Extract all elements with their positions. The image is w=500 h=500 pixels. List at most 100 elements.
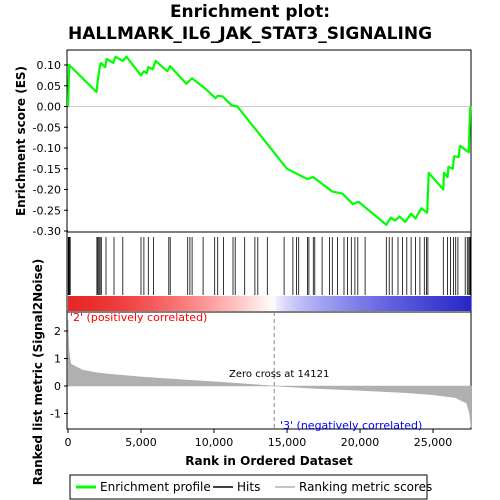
zero-cross-label: Zero cross at 14121 [229, 369, 329, 380]
rank-bar-segment [252, 296, 257, 311]
rank-bar-segment [202, 296, 207, 311]
rank-bar-segment [370, 296, 375, 311]
rank-bar-segment [151, 296, 156, 311]
rank-bar-segment [413, 296, 418, 311]
rank-bar-segment [262, 296, 267, 311]
rank-bar-segment [340, 296, 344, 311]
es-y-tick-label: 0.05 [37, 80, 62, 93]
rank-bar-segment [249, 296, 254, 311]
rank-bar-segment [309, 296, 314, 311]
rank-bar-segment [303, 296, 308, 311]
rank-bar-segment [400, 296, 405, 311]
x-tick-label: 15,000 [268, 436, 307, 449]
metric-y-tick-label: -1 [50, 408, 61, 421]
rank-bar-segment [373, 296, 378, 311]
rank-bar-segment [239, 296, 244, 311]
rank-bar-segment [350, 296, 355, 311]
rank-bar-segment [464, 296, 469, 311]
es-y-tick-label: -0.15 [33, 163, 61, 176]
metric-panel-frame [66, 311, 472, 430]
metric-y-axis-ticks: 2 1 0 -1 [50, 325, 68, 421]
rank-bar-segment [363, 296, 368, 311]
es-panel-frame [66, 49, 472, 233]
es-y-tick-label: -0.30 [33, 225, 61, 238]
rank-bar-segment [131, 296, 136, 311]
rank-bar-segment [68, 296, 72, 311]
rank-bar-segment [387, 296, 391, 311]
rank-bar-segment [353, 296, 358, 311]
rank-bar-segment [98, 296, 103, 311]
es-y-axis-ticks: 0.10 0.05 0.00 -0.05 -0.10 -0.15 -0.20 -0.25 -0.… [33, 59, 68, 238]
rank-bar-segment [192, 296, 197, 311]
es-y-tick-label: -0.25 [33, 204, 61, 217]
rank-bar-segment [390, 296, 395, 311]
rank-bar-segment [91, 296, 96, 311]
rank-bar-segment [279, 296, 284, 311]
rank-bar-segment [326, 296, 331, 311]
rank-bar-segment [403, 296, 408, 311]
es-y-tick-label: 0.10 [37, 59, 62, 72]
rank-bar-segment [121, 296, 126, 311]
rank-bar-segment [423, 296, 428, 311]
rank-bar-segment [329, 296, 334, 311]
rank-bar-segment [74, 296, 79, 311]
rank-bar-segment [235, 296, 240, 311]
rank-bar-segment [115, 296, 119, 311]
rank-bar-segment [316, 296, 321, 311]
legend-box [69, 474, 428, 500]
rank-bar-segment [286, 296, 291, 311]
rank-bar-segment [81, 296, 86, 311]
rank-bar-segment [430, 296, 435, 311]
es-y-tick-label: -0.20 [33, 184, 61, 197]
rank-bar-segment [289, 296, 294, 311]
rank-bar-segment [380, 296, 385, 311]
rank-bar-segment [158, 296, 163, 311]
rank-bar-segment [212, 296, 217, 311]
rank-bar-segment [242, 296, 247, 311]
rank-bar-segment [108, 296, 113, 311]
rank-bar-segment [135, 296, 140, 311]
rank-bar-segment [306, 296, 311, 311]
legend-label-hits: Hits [237, 480, 260, 494]
positive-correlation-label: '2' (positively correlated) [70, 311, 207, 324]
rank-bar-segment [182, 296, 187, 311]
rank-bar-segment [168, 296, 173, 311]
x-tick-label: 10,000 [195, 436, 234, 449]
rank-bar-segment [383, 296, 388, 311]
rank-bar-segment [333, 296, 338, 311]
negative-correlation-label: '3' (negatively correlated) [280, 419, 422, 432]
rank-bar-segment [366, 296, 371, 311]
es-y-tick-label: -0.05 [33, 121, 61, 134]
rank-bar-segment [296, 296, 301, 311]
rank-bar-segment [128, 296, 133, 311]
rank-bar-segment [276, 296, 281, 311]
rank-bar-segment [259, 296, 264, 311]
rank-bar-segment [299, 296, 304, 311]
rank-bar-segment [232, 296, 237, 311]
rank-bar-segment [256, 296, 261, 311]
rank-bar-segment [346, 296, 351, 311]
rank-bar-segment [141, 296, 146, 311]
legend-label-enrichment: Enrichment profile [100, 480, 211, 494]
rank-bar-segment [393, 296, 398, 311]
rank-bar-segment [162, 296, 166, 311]
rank-bar-segment [101, 296, 106, 311]
rank-bar-segment [175, 296, 180, 311]
hits-markers [67, 237, 471, 295]
rank-bar-segment [397, 296, 402, 311]
rank-bar-segment [178, 296, 183, 311]
rank-bar-segment [440, 296, 445, 311]
rank-bar-segment [118, 296, 123, 311]
metric-y-tick-label: 0 [54, 380, 61, 393]
rank-bar-segment [138, 296, 143, 311]
rank-bar-segment [155, 296, 160, 311]
rank-bar-segment [447, 296, 452, 311]
rank-bar-segment [467, 296, 472, 311]
rank-bar-segment [323, 296, 328, 311]
es-y-tick-label: 0.00 [37, 101, 62, 114]
rank-bar-segment [336, 296, 341, 311]
rank-bar-segment [427, 296, 432, 311]
rank-bar-segment [209, 296, 214, 311]
rank-bar-segment [293, 296, 297, 311]
